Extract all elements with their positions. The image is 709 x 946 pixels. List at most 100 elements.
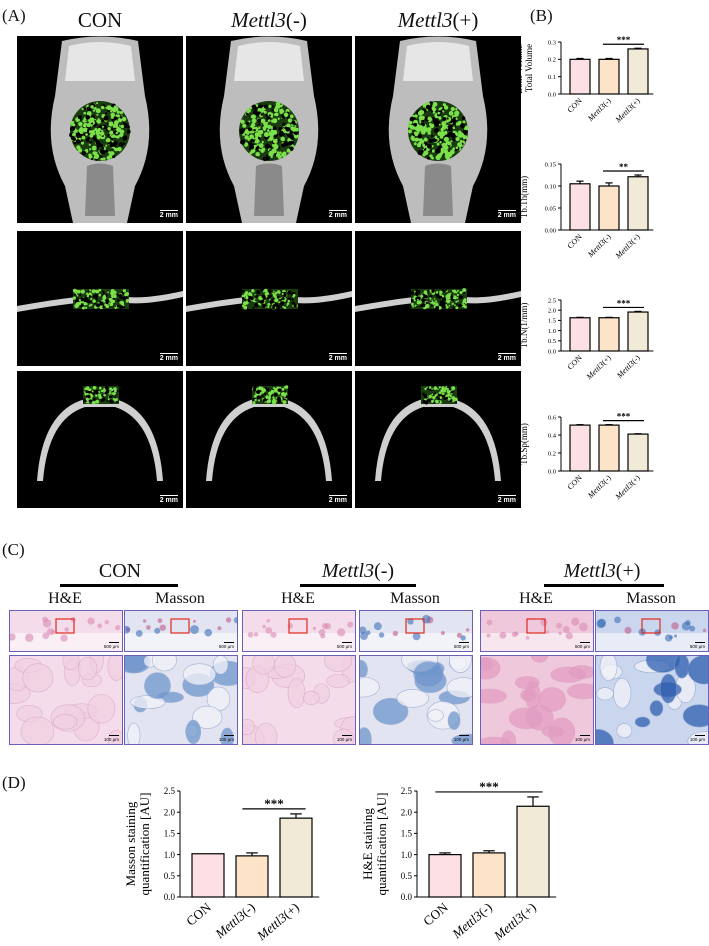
panel-label-a: (A)	[2, 6, 26, 25]
x-tick-label: Mettl3(-)	[448, 900, 494, 942]
y-tick-label: 2.5	[401, 786, 413, 796]
histology-zoom-con-he: 100 μm	[9, 655, 123, 745]
x-tick-label: CON	[566, 473, 584, 491]
significance-marker: **	[619, 162, 629, 172]
bar	[569, 424, 591, 472]
histology-overview-plus-masson: 500 μm	[595, 610, 709, 652]
scale-bar-label: 500 μm	[453, 644, 469, 649]
x-tick-label: CON	[566, 232, 584, 250]
micro-ct-image-middle-minus: 2 mm	[186, 231, 352, 366]
scale-bar-label: 2 mm	[160, 210, 178, 219]
y-tick-label: 0.5	[548, 338, 556, 345]
y-tick-label: 1.5	[548, 318, 556, 325]
bar	[627, 433, 649, 472]
scale-bar-label: 2 mm	[498, 495, 516, 504]
tb-th-chart: Tb.Th(mm) 0.00 0.05 0.10 0.15 CON Mettl3(-)Met…	[519, 161, 654, 261]
y-tick-label: 0.1	[548, 74, 556, 81]
bar	[235, 855, 269, 898]
ct-column-head-minus: Mettl3(-)	[231, 8, 307, 32]
y-tick-label: 0.6	[548, 414, 557, 421]
scale-bar-label: 100 μm	[453, 737, 469, 742]
panel-label-b: (B)	[530, 6, 553, 25]
x-tick-label: Mettl3(-)	[585, 473, 613, 501]
y-axis-label: H&E stainingquantification [AU]	[360, 793, 389, 896]
x-tick-label: Mettl3(-)	[585, 96, 613, 124]
scale-bar-label: 2 mm	[498, 210, 516, 219]
histology-zoom-minus-masson: 100 μm	[359, 655, 473, 745]
histology-zoom-plus-he: 100 μm	[480, 655, 594, 745]
bar	[627, 311, 649, 352]
scale-bar-label: 2 mm	[329, 210, 347, 219]
y-tick-label: 0.15	[545, 161, 556, 168]
x-tick-label: Mettl3(+)	[613, 473, 642, 502]
tb-sp-chart: Tb.Sp(mm) 0.0 0.2 0.4 0.6 CON Mettl3(-)Mettl3(…	[519, 412, 654, 502]
bar	[472, 852, 506, 898]
x-tick-label: Mettl3(+)	[253, 900, 302, 944]
y-tick-label: 2.0	[401, 807, 413, 817]
micro-ct-image-bottom-con: 2 mm	[17, 371, 183, 508]
x-tick-label: Mettl3(+)	[613, 96, 642, 125]
y-axis-label: Bone Volume/Total Volume	[514, 42, 534, 94]
group-underline-minus	[300, 584, 416, 587]
tb-n-chart: Tb.N(1/mm) 0.0 0.5 1.0 1.5 2.0 2.5 CON Mettl3(+)…	[519, 297, 654, 382]
y-tick-label: 0.00	[545, 227, 556, 234]
stain-label-con-masson: Masson	[155, 590, 205, 607]
significance-marker: ***	[479, 780, 499, 794]
y-axis-label: Tb.Sp(mm)	[519, 423, 529, 465]
ct-column-head-con: CON	[77, 8, 123, 32]
y-tick-label: 1.5	[401, 829, 413, 839]
scale-bar-label: 2 mm	[160, 353, 178, 362]
bar	[627, 176, 649, 231]
y-tick-label: 0.05	[545, 205, 556, 212]
y-tick-label: 0.2	[548, 57, 556, 64]
masson-quant-chart: Masson stainingquantification [AU] 0.0 0.5…	[123, 786, 320, 944]
stain-label-minus-masson: Masson	[390, 590, 440, 607]
y-tick-label: 1.0	[548, 328, 556, 335]
scale-bar-label: 100 μm	[574, 737, 590, 742]
y-axis-label: Tb.Th(mm)	[519, 176, 529, 218]
stain-label-plus-he: H&E	[519, 590, 553, 607]
y-tick-label: 0.2	[548, 450, 556, 457]
scale-bar-label: 100 μm	[689, 737, 705, 742]
histology-overview-plus-he: 500 μm	[480, 610, 594, 652]
histo-group-head-minus: Mettl3(-)	[321, 560, 395, 582]
y-tick-label: 0.0	[548, 348, 556, 355]
y-tick-label: 1.0	[401, 850, 413, 860]
significance-marker: ***	[264, 796, 284, 811]
x-tick-label: Mettl3(-)	[585, 232, 613, 260]
y-tick-label: 0.4	[548, 432, 557, 439]
y-tick-label: 0.3	[548, 39, 556, 46]
bar	[627, 48, 649, 95]
bar	[569, 317, 591, 352]
micro-ct-image-top-minus: 2 mm	[186, 36, 352, 223]
y-tick-label: 0.0	[548, 468, 556, 475]
x-tick-label: Mettl3(+)	[613, 232, 642, 261]
y-tick-label: 2.0	[164, 807, 176, 817]
ct-column-head-plus: Mettl3(+)	[397, 8, 479, 32]
group-underline-plus	[544, 584, 664, 587]
scale-bar-label: 2 mm	[329, 495, 347, 504]
y-tick-label: 0.5	[401, 871, 413, 881]
y-tick-label: 0.0	[548, 91, 556, 98]
y-tick-label: 0.10	[545, 183, 556, 190]
histology-overview-minus-he: 500 μm	[242, 610, 356, 652]
scale-bar-label: 500 μm	[103, 644, 119, 649]
histology-overview-con-masson: 500 μm	[124, 610, 238, 652]
micro-ct-image-bottom-minus: 2 mm	[186, 371, 352, 508]
histo-group-head-plus: Mettl3(+)	[563, 560, 641, 582]
scale-bar-label: 100 μm	[218, 737, 234, 742]
significance-marker: ***	[617, 298, 631, 308]
scale-bar-label: 2 mm	[329, 353, 347, 362]
histology-zoom-con-masson: 100 μm	[124, 655, 238, 745]
bar	[191, 853, 225, 898]
micro-ct-image-bottom-plus: 2 mm	[355, 371, 521, 508]
scale-bar-label: 500 μm	[218, 644, 234, 649]
histology-zoom-minus-he: 100 μm	[242, 655, 356, 745]
bar	[428, 853, 462, 898]
scale-bar-label: 100 μm	[103, 737, 119, 742]
bar	[569, 58, 591, 95]
y-tick-label: 2.5	[164, 786, 176, 796]
bar	[598, 58, 620, 95]
he-quant-chart: H&E stainingquantification [AU] 0.0 0.5 1.0…	[360, 780, 557, 944]
